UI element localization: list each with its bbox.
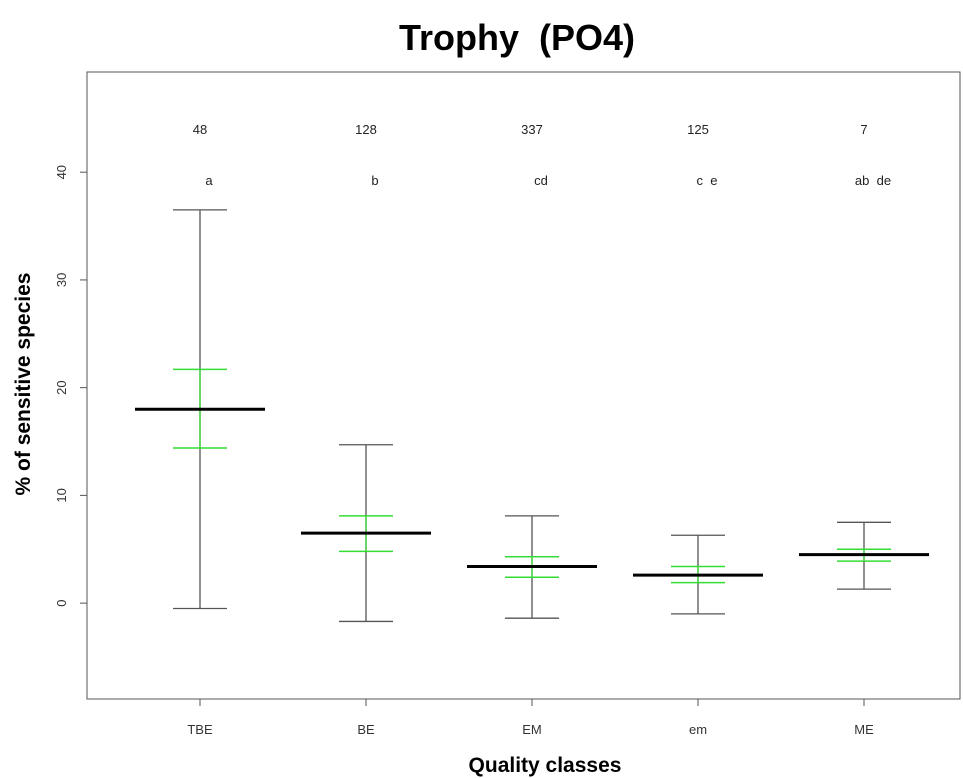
x-axis-title: Quality classes: [469, 754, 622, 777]
count-label: 48: [193, 122, 207, 137]
annotation-layer: 48 128 337 125 7 a b cd c e ab de: [193, 122, 891, 188]
plot-frame: [86, 71, 961, 700]
count-label: 128: [355, 122, 377, 137]
series-layer: [135, 209, 929, 623]
count-label: 337: [521, 122, 543, 137]
x-tick-label-em: em: [689, 722, 707, 737]
y-tick-label: 30: [54, 273, 69, 287]
chart-title: Trophy (PO4): [399, 17, 635, 58]
y-tick-label: 0: [54, 600, 69, 607]
x-tick-label-em: EM: [522, 722, 542, 737]
y-axis: 0 10 20 30 40: [54, 165, 87, 607]
x-tick-label-tbe: TBE: [187, 722, 213, 737]
count-label: 125: [687, 122, 709, 137]
y-tick-label: 20: [54, 380, 69, 394]
category-group-em: [467, 515, 597, 619]
x-axis: TBE BE EM em ME: [187, 699, 874, 737]
x-tick-label-me: ME: [854, 722, 874, 737]
group-letter-label: a: [205, 173, 213, 188]
category-group-em: [633, 534, 763, 615]
group-letter-label: cd: [534, 173, 548, 188]
x-tick-label-be: BE: [357, 722, 375, 737]
category-group-tbe: [135, 209, 265, 610]
group-letter-label: ab de: [855, 173, 891, 188]
group-letter-label: b: [371, 173, 378, 188]
category-group-me: [799, 521, 929, 590]
category-group-be: [301, 444, 431, 623]
y-axis-title: % of sensitive species: [12, 273, 35, 496]
y-tick-label: 10: [54, 488, 69, 502]
y-tick-label: 40: [54, 165, 69, 179]
count-label: 7: [860, 122, 867, 137]
group-letter-label: c e: [697, 173, 718, 188]
